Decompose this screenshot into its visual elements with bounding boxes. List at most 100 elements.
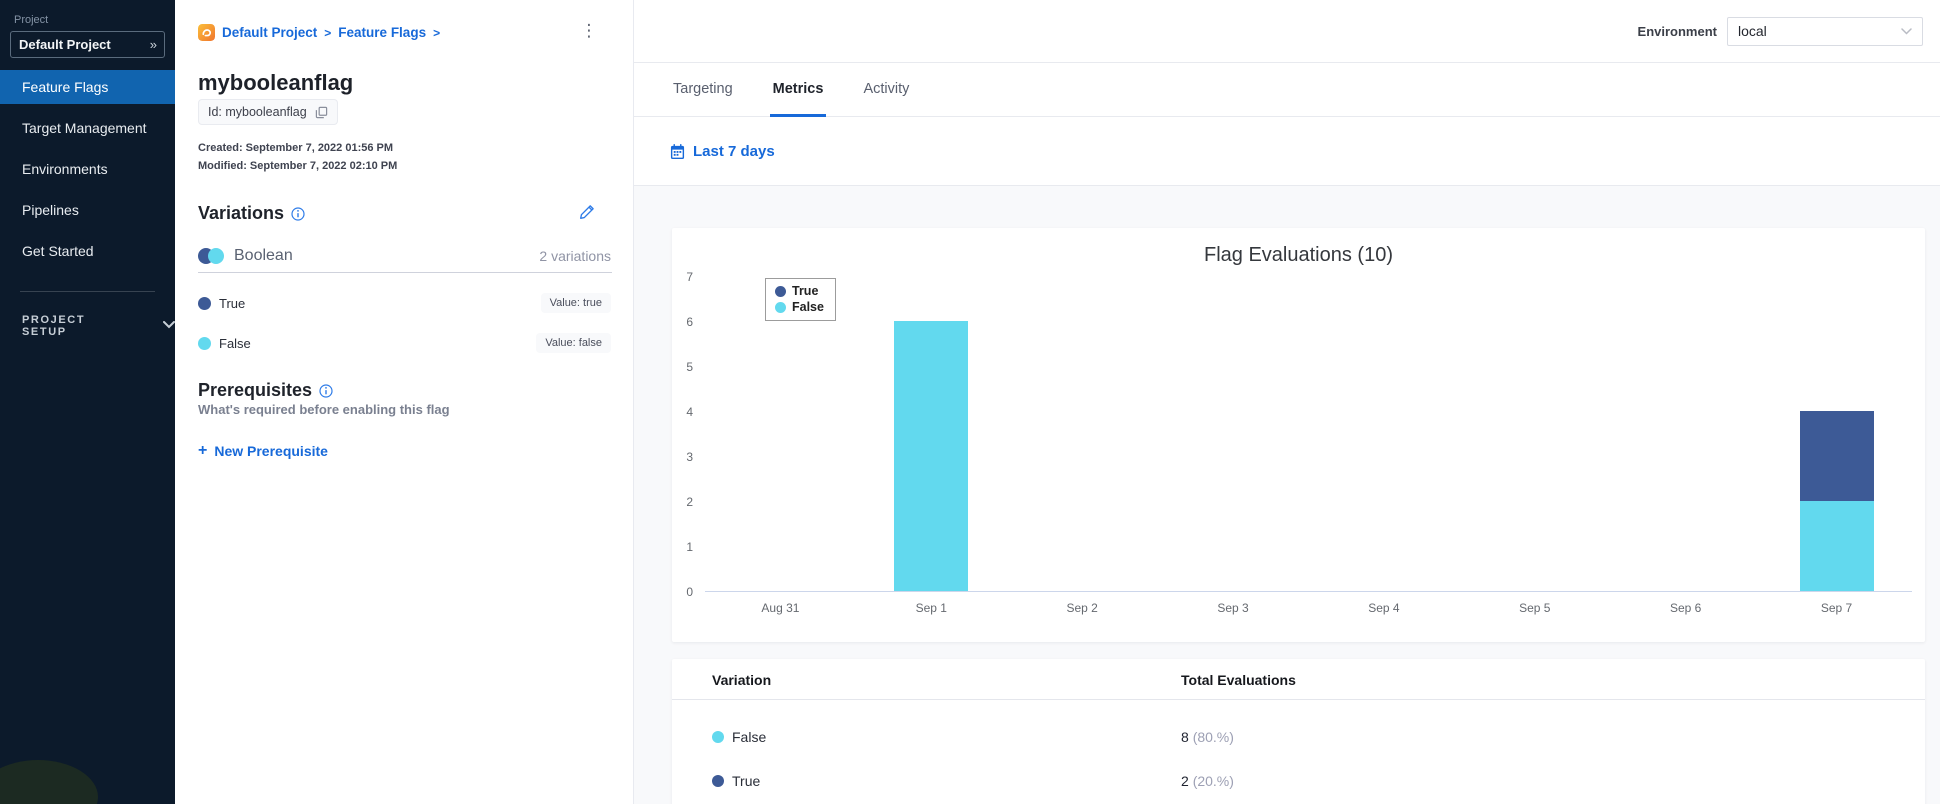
sidebar: Project Default Project » Feature Flags T…	[0, 0, 175, 804]
evaluations-chart-card: Flag Evaluations (10) True False 0 1 2 3 4 5 6 7…	[672, 228, 1925, 642]
flag-id-chip: Id: mybooleanflag	[198, 99, 338, 125]
environment-select[interactable]: local	[1727, 16, 1923, 46]
variation-color-dot	[198, 336, 211, 350]
variations-heading: Variations	[198, 203, 305, 224]
flag-modified-date: Modified: September 7, 2022 02:10 PM	[198, 160, 398, 172]
x-axis-tick-label: Sep 4	[1368, 601, 1400, 615]
variation-value-chip: Value: true	[540, 293, 611, 313]
table-header: Variation Total Evaluations	[672, 659, 1925, 700]
chart-title: Flag Evaluations (10)	[1204, 244, 1393, 266]
table-total-evaluations: 8 (80.%)	[1181, 729, 1234, 745]
new-prerequisite-button[interactable]: + New Prerequisite	[198, 442, 328, 460]
info-icon[interactable]	[291, 206, 305, 221]
prerequisites-heading: Prerequisites	[198, 380, 333, 401]
sidebar-item-target-management[interactable]: Target Management	[22, 119, 147, 136]
divider	[198, 272, 612, 273]
bar-false-sep-7[interactable]	[1799, 501, 1874, 591]
copy-icon[interactable]	[315, 106, 328, 119]
tab-metrics[interactable]: Metrics	[769, 63, 827, 117]
metrics-panel: Environment local Targeting Metrics Activi…	[634, 0, 1940, 804]
y-axis-tick-label: 4	[686, 405, 693, 419]
sidebar-item-feature-flags[interactable]: Feature Flags	[0, 70, 175, 104]
app-logo-icon	[198, 24, 215, 41]
x-axis-tick-label: Sep 6	[1670, 601, 1702, 615]
x-axis-tick-label: Sep 1	[915, 601, 947, 615]
y-axis-tick-label: 7	[686, 270, 693, 284]
table-variation-name: False	[732, 729, 767, 745]
x-axis-line	[705, 591, 1912, 592]
environment-label: Environment	[1637, 23, 1717, 39]
table-variation-name: True	[732, 773, 761, 789]
table-row-false: False 8 (80.%)	[672, 716, 1925, 760]
breadcrumb-separator: >	[324, 25, 332, 40]
chart-legend: True False	[765, 278, 836, 321]
x-axis-tick-label: Sep 2	[1066, 601, 1098, 615]
tab-targeting[interactable]: Targeting	[673, 80, 733, 97]
variation-row-true: True Value: true	[198, 293, 611, 313]
sidebar-item-pipelines[interactable]: Pipelines	[22, 201, 79, 218]
date-range-button[interactable]: Last 7 days	[670, 143, 775, 160]
y-axis-tick-label: 2	[686, 495, 693, 509]
metrics-toolbar: Last 7 days	[634, 117, 1940, 186]
sidebar-nav: Feature Flags Target Management Environmen…	[0, 70, 175, 271]
variation-color-dot	[198, 296, 211, 310]
variation-type-label: Boolean	[234, 247, 293, 264]
y-axis-tick-label: 3	[686, 450, 693, 464]
variation-value-chip: Value: false	[536, 333, 611, 353]
bar-true-sep-7[interactable]	[1799, 411, 1874, 501]
bar-false-sep-1[interactable]	[894, 321, 969, 591]
y-axis-tick-label: 6	[686, 315, 693, 329]
x-axis-tick-label: Sep 3	[1217, 601, 1249, 615]
prerequisites-description: What's required before enabling this fla…	[198, 402, 450, 417]
legend-dot	[775, 301, 786, 313]
breadcrumb-separator: >	[433, 25, 441, 40]
breadcrumb-link[interactable]: Feature Flags	[338, 25, 427, 40]
flag-tabs: Targeting Metrics Activity	[634, 63, 1940, 117]
column-header-variation: Variation	[712, 672, 772, 688]
sidebar-divider	[20, 291, 155, 292]
variation-row-false: False Value: false	[198, 333, 611, 353]
variation-color-dot	[712, 731, 724, 743]
column-header-total-evaluations: Total Evaluations	[1181, 672, 1296, 688]
date-range-label: Last 7 days	[693, 142, 775, 160]
breadcrumb-link[interactable]: Default Project	[222, 25, 318, 40]
flag-id-text: Id: mybooleanflag	[208, 105, 307, 119]
metrics-content: Flag Evaluations (10) True False 0 1 2 3 4 5 6 7…	[634, 186, 1940, 804]
chart-plot: True False 0 1 2 3 4 5 6 7 Aug 31 Sep 1 Sep 2 Sep 3 S…	[686, 270, 1912, 615]
info-icon[interactable]	[319, 383, 333, 398]
sidebar-item-environments[interactable]: Environments	[22, 160, 108, 177]
variation-count: 2 variations	[539, 248, 611, 264]
flag-title: mybooleanflag	[198, 70, 354, 95]
sidebar-item-get-started[interactable]: Get Started	[22, 242, 94, 259]
double-chevron-icon: »	[149, 37, 157, 52]
variation-name: False	[219, 335, 251, 351]
project-setup-label: PROJECT SETUP	[22, 314, 86, 338]
project-selector[interactable]: Default Project »	[10, 31, 165, 58]
table-row-true: True 2 (20.%)	[672, 760, 1925, 804]
legend-item-true: True	[775, 284, 824, 298]
table-total-evaluations: 2 (20.%)	[1181, 773, 1234, 789]
y-axis-tick-label: 0	[686, 585, 693, 599]
y-axis-tick-label: 5	[686, 360, 693, 374]
environment-bar: Environment local	[634, 0, 1940, 63]
flag-more-menu-icon[interactable]: ⋮	[580, 21, 598, 40]
sidebar-project-setup[interactable]: PROJECT SETUP	[0, 314, 175, 338]
boolean-type-icon	[198, 248, 225, 264]
edit-variations-icon[interactable]	[578, 203, 596, 226]
y-axis-tick-label: 1	[686, 540, 693, 554]
x-axis-tick-label: Sep 7	[1820, 601, 1853, 615]
chevron-down-icon	[1901, 27, 1912, 35]
evaluations-table-card: Variation Total Evaluations False 8 (80.%…	[672, 659, 1925, 804]
project-selector-value: Default Project	[19, 37, 111, 52]
tab-activity[interactable]: Activity	[863, 80, 910, 97]
variation-color-dot	[712, 775, 724, 787]
flag-created-date: Created: September 7, 2022 01:56 PM	[198, 142, 394, 154]
new-prerequisite-label: New Prerequisite	[214, 443, 328, 459]
legend-item-false: False	[775, 300, 824, 314]
environment-selected-value: local	[1738, 23, 1767, 39]
variation-type-row: Boolean 2 variations	[198, 247, 611, 265]
chevron-down-icon	[163, 320, 175, 332]
x-axis-tick-label: Sep 5	[1519, 601, 1551, 615]
legend-dot	[775, 285, 786, 297]
help-bubble[interactable]	[0, 760, 98, 804]
